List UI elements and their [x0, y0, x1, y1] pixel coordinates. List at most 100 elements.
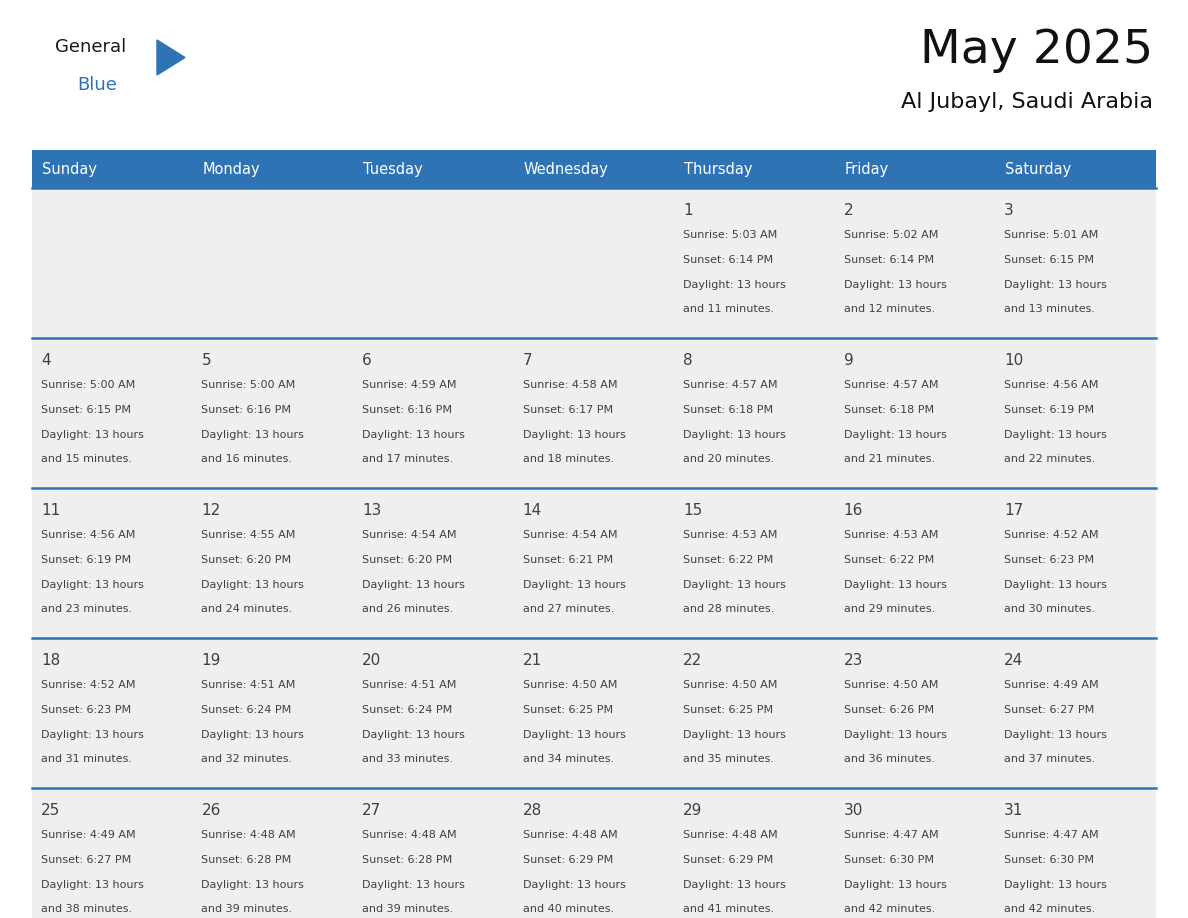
- Text: Sunset: 6:19 PM: Sunset: 6:19 PM: [40, 554, 131, 565]
- Text: Sunset: 6:19 PM: Sunset: 6:19 PM: [1004, 405, 1094, 415]
- Text: Sunrise: 4:49 AM: Sunrise: 4:49 AM: [1004, 680, 1099, 690]
- Text: and 35 minutes.: and 35 minutes.: [683, 755, 775, 765]
- Text: Daylight: 13 hours: Daylight: 13 hours: [1004, 430, 1107, 440]
- Text: and 36 minutes.: and 36 minutes.: [843, 755, 935, 765]
- Text: Sunset: 6:20 PM: Sunset: 6:20 PM: [362, 554, 453, 565]
- Text: Sunrise: 5:00 AM: Sunrise: 5:00 AM: [202, 380, 296, 390]
- Text: Tuesday: Tuesday: [362, 162, 423, 177]
- Text: Daylight: 13 hours: Daylight: 13 hours: [843, 430, 947, 440]
- Text: 14: 14: [523, 503, 542, 518]
- Text: Sunrise: 4:48 AM: Sunrise: 4:48 AM: [202, 830, 296, 840]
- Text: 7: 7: [523, 353, 532, 368]
- Text: 10: 10: [1004, 353, 1024, 368]
- Text: General: General: [55, 38, 126, 56]
- Text: Sunset: 6:22 PM: Sunset: 6:22 PM: [843, 554, 934, 565]
- Text: 11: 11: [40, 503, 61, 518]
- Text: Sunrise: 4:56 AM: Sunrise: 4:56 AM: [40, 530, 135, 540]
- Bar: [513, 788, 675, 918]
- Polygon shape: [157, 40, 185, 75]
- Bar: [192, 150, 353, 188]
- Text: Sunset: 6:28 PM: Sunset: 6:28 PM: [362, 855, 453, 865]
- Text: Sunrise: 4:53 AM: Sunrise: 4:53 AM: [683, 530, 777, 540]
- Bar: [192, 638, 353, 788]
- Text: Sunset: 6:15 PM: Sunset: 6:15 PM: [40, 405, 131, 415]
- Text: Sunset: 6:29 PM: Sunset: 6:29 PM: [523, 855, 613, 865]
- Text: Sunrise: 4:54 AM: Sunrise: 4:54 AM: [362, 530, 456, 540]
- Text: and 15 minutes.: and 15 minutes.: [40, 454, 132, 465]
- Bar: [996, 188, 1156, 338]
- Bar: [513, 150, 675, 188]
- Text: May 2025: May 2025: [920, 28, 1154, 73]
- Text: 17: 17: [1004, 503, 1024, 518]
- Bar: [353, 338, 513, 488]
- Text: Sunset: 6:22 PM: Sunset: 6:22 PM: [683, 554, 773, 565]
- Text: Daylight: 13 hours: Daylight: 13 hours: [683, 730, 786, 740]
- Text: 8: 8: [683, 353, 693, 368]
- Text: and 33 minutes.: and 33 minutes.: [362, 755, 453, 765]
- Text: Sunset: 6:17 PM: Sunset: 6:17 PM: [523, 405, 613, 415]
- Bar: [675, 150, 835, 188]
- Text: Daylight: 13 hours: Daylight: 13 hours: [683, 879, 786, 890]
- Text: Daylight: 13 hours: Daylight: 13 hours: [843, 730, 947, 740]
- Text: Monday: Monday: [202, 162, 260, 177]
- Text: and 17 minutes.: and 17 minutes.: [362, 454, 453, 465]
- Text: Daylight: 13 hours: Daylight: 13 hours: [362, 430, 465, 440]
- Text: Sunrise: 4:49 AM: Sunrise: 4:49 AM: [40, 830, 135, 840]
- Bar: [513, 638, 675, 788]
- Text: Daylight: 13 hours: Daylight: 13 hours: [202, 879, 304, 890]
- Text: Friday: Friday: [845, 162, 889, 177]
- Bar: [192, 788, 353, 918]
- Text: and 34 minutes.: and 34 minutes.: [523, 755, 614, 765]
- Text: Saturday: Saturday: [1005, 162, 1072, 177]
- Bar: [835, 638, 996, 788]
- Text: Sunrise: 4:50 AM: Sunrise: 4:50 AM: [523, 680, 617, 690]
- Text: Daylight: 13 hours: Daylight: 13 hours: [40, 579, 144, 589]
- Text: and 42 minutes.: and 42 minutes.: [843, 904, 935, 914]
- Bar: [192, 488, 353, 638]
- Text: Sunrise: 4:48 AM: Sunrise: 4:48 AM: [362, 830, 456, 840]
- Text: Daylight: 13 hours: Daylight: 13 hours: [202, 730, 304, 740]
- Text: Daylight: 13 hours: Daylight: 13 hours: [362, 730, 465, 740]
- Bar: [32, 188, 192, 338]
- Bar: [996, 338, 1156, 488]
- Text: 23: 23: [843, 653, 862, 668]
- Text: Sunrise: 5:03 AM: Sunrise: 5:03 AM: [683, 230, 777, 240]
- Text: 3: 3: [1004, 203, 1015, 218]
- Bar: [835, 338, 996, 488]
- Text: Sunrise: 4:47 AM: Sunrise: 4:47 AM: [1004, 830, 1099, 840]
- Text: 18: 18: [40, 653, 61, 668]
- Text: and 42 minutes.: and 42 minutes.: [1004, 904, 1095, 914]
- Text: Sunrise: 4:52 AM: Sunrise: 4:52 AM: [1004, 530, 1099, 540]
- Text: Sunrise: 4:47 AM: Sunrise: 4:47 AM: [843, 830, 939, 840]
- Text: Sunset: 6:16 PM: Sunset: 6:16 PM: [362, 405, 451, 415]
- Bar: [192, 338, 353, 488]
- Text: and 37 minutes.: and 37 minutes.: [1004, 755, 1095, 765]
- Bar: [353, 150, 513, 188]
- Text: and 28 minutes.: and 28 minutes.: [683, 604, 775, 614]
- Text: Sunset: 6:23 PM: Sunset: 6:23 PM: [1004, 554, 1094, 565]
- Text: Sunrise: 4:53 AM: Sunrise: 4:53 AM: [843, 530, 939, 540]
- Text: Sunrise: 5:02 AM: Sunrise: 5:02 AM: [843, 230, 939, 240]
- Text: Sunset: 6:29 PM: Sunset: 6:29 PM: [683, 855, 773, 865]
- Text: Sunset: 6:28 PM: Sunset: 6:28 PM: [202, 855, 291, 865]
- Text: 16: 16: [843, 503, 862, 518]
- Text: and 21 minutes.: and 21 minutes.: [843, 454, 935, 465]
- Bar: [32, 638, 192, 788]
- Text: Sunrise: 4:51 AM: Sunrise: 4:51 AM: [362, 680, 456, 690]
- Text: Sunrise: 4:48 AM: Sunrise: 4:48 AM: [523, 830, 618, 840]
- Text: and 13 minutes.: and 13 minutes.: [1004, 304, 1095, 314]
- Bar: [513, 188, 675, 338]
- Text: Sunset: 6:21 PM: Sunset: 6:21 PM: [523, 554, 613, 565]
- Text: Sunset: 6:27 PM: Sunset: 6:27 PM: [1004, 705, 1094, 715]
- Text: 6: 6: [362, 353, 372, 368]
- Text: 13: 13: [362, 503, 381, 518]
- Bar: [353, 488, 513, 638]
- Text: Daylight: 13 hours: Daylight: 13 hours: [523, 879, 625, 890]
- Bar: [675, 638, 835, 788]
- Text: Daylight: 13 hours: Daylight: 13 hours: [843, 279, 947, 289]
- Bar: [32, 338, 192, 488]
- Text: 22: 22: [683, 653, 702, 668]
- Text: Daylight: 13 hours: Daylight: 13 hours: [523, 579, 625, 589]
- Text: and 38 minutes.: and 38 minutes.: [40, 904, 132, 914]
- Text: Sunset: 6:23 PM: Sunset: 6:23 PM: [40, 705, 131, 715]
